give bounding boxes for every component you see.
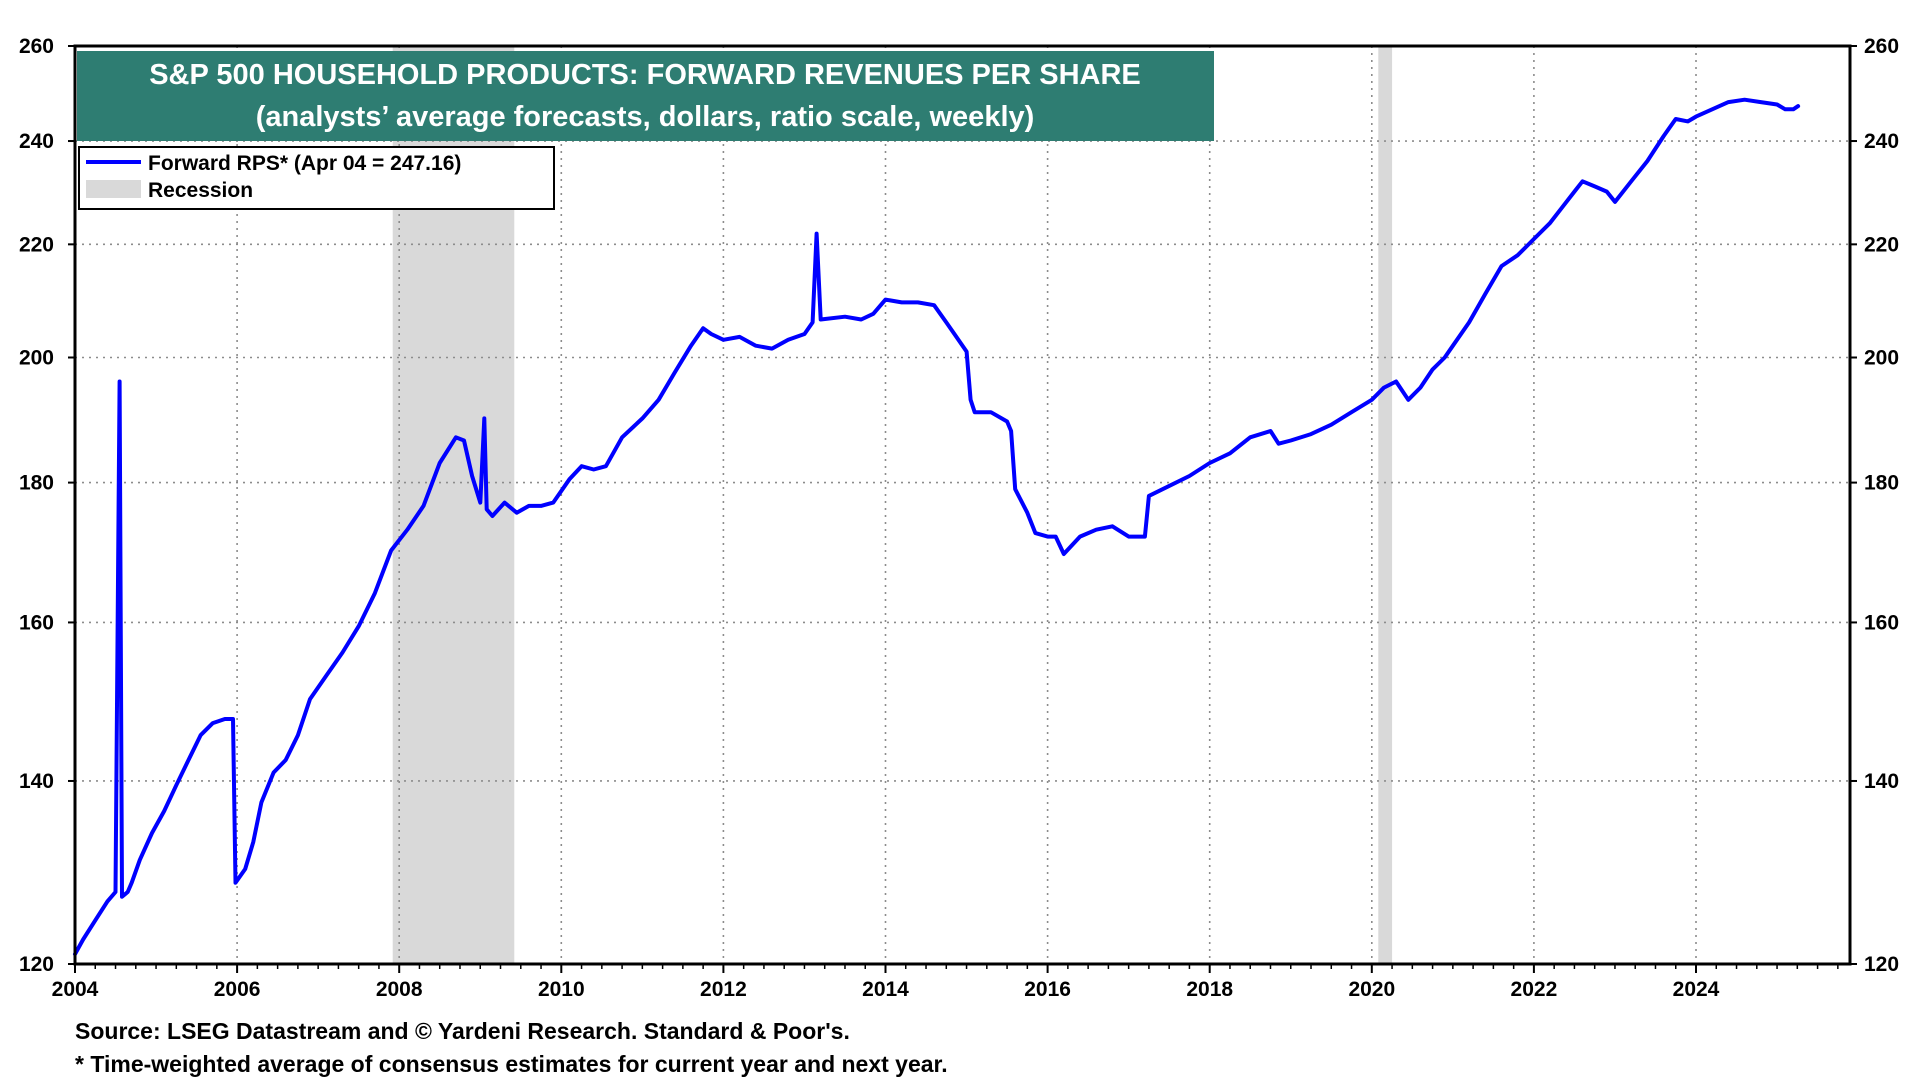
x-tick-label-2020: 2020 xyxy=(1348,978,1395,1001)
footnote: * Time-weighted average of consensus est… xyxy=(75,1051,948,1077)
legend-label-forward-rps: Forward RPS* (Apr 04 = 247.16) xyxy=(148,152,461,175)
x-tick-label-2010: 2010 xyxy=(538,978,585,1001)
title-box: S&P 500 HOUSEHOLD PRODUCTS: FORWARD REVE… xyxy=(77,51,1214,141)
y-axis-left: 120 140 160 180 200 220 240 260 xyxy=(19,35,75,976)
x-tick-label-2006: 2006 xyxy=(214,978,261,1001)
source-note: Source: LSEG Datastream and © Yardeni Re… xyxy=(75,1018,850,1044)
series-line-forward-rps xyxy=(73,97,1801,957)
y-tick-label-left-260: 260 xyxy=(19,35,54,58)
legend-label-recession: Recession xyxy=(148,179,253,202)
y-tick-label-right-200: 200 xyxy=(1864,347,1899,370)
y-tick-label-right-240: 240 xyxy=(1864,130,1899,153)
y-tick-label-left-200: 200 xyxy=(19,347,54,370)
title-box-bg xyxy=(77,51,1214,141)
y-tick-label-left-180: 180 xyxy=(19,472,54,495)
legend-box xyxy=(78,146,555,210)
x-tick-label-2008: 2008 xyxy=(376,978,423,1001)
legend: Forward RPS* (Apr 04 = 247.16) Recession xyxy=(78,146,555,210)
x-tick-label-2018: 2018 xyxy=(1186,978,1233,1001)
x-tick-label-2016: 2016 xyxy=(1024,978,1071,1001)
y-tick-label-right-180: 180 xyxy=(1864,472,1899,495)
x-tick-label-2014: 2014 xyxy=(862,978,909,1001)
legend-swatch-recession xyxy=(86,180,141,198)
chart-subtitle: (analysts’ average forecasts, dollars, r… xyxy=(256,101,1035,133)
y-tick-label-left-140: 140 xyxy=(19,770,54,793)
y-axis-right: 120 140 160 180 200 220 240 260 xyxy=(1850,35,1899,976)
chart-title: S&P 500 HOUSEHOLD PRODUCTS: FORWARD REVE… xyxy=(149,59,1141,91)
y-tick-label-right-140: 140 xyxy=(1864,770,1899,793)
x-tick-label-2004: 2004 xyxy=(52,978,99,1001)
x-tick-label-2012: 2012 xyxy=(700,978,747,1001)
y-tick-label-right-160: 160 xyxy=(1864,611,1899,634)
y-tick-label-left-120: 120 xyxy=(19,953,54,976)
series-layer xyxy=(73,97,1801,957)
gridlines xyxy=(75,46,1850,964)
x-axis: 2004 2006 2008 2010 2012 2014 2016 2018 2020 2022… xyxy=(52,964,1839,1001)
y-tick-label-right-220: 220 xyxy=(1864,233,1899,256)
x-tick-label-2024: 2024 xyxy=(1673,978,1720,1001)
recession-band-1 xyxy=(1378,46,1393,964)
x-tick-label-2022: 2022 xyxy=(1511,978,1558,1001)
y-tick-label-right-260: 260 xyxy=(1864,35,1899,58)
y-tick-label-left-160: 160 xyxy=(19,611,54,634)
plot-frame xyxy=(73,44,1852,966)
y-tick-label-left-240: 240 xyxy=(19,130,54,153)
y-tick-label-left-220: 220 xyxy=(19,233,54,256)
y-tick-label-right-120: 120 xyxy=(1864,953,1899,976)
